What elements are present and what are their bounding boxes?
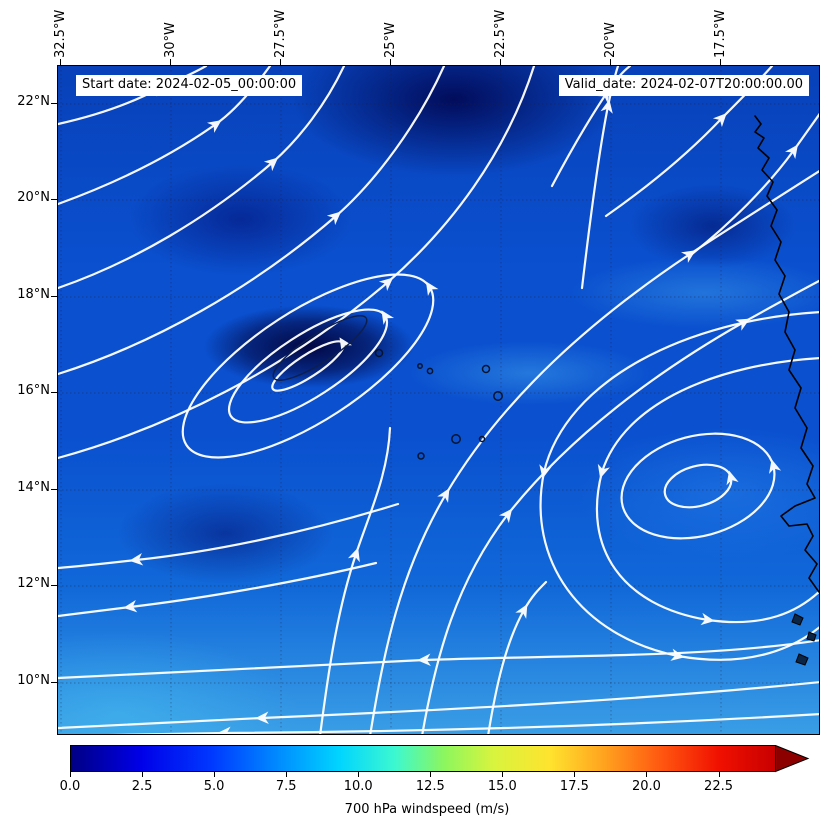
lat-tick-mark — [51, 682, 57, 683]
streamline — [319, 426, 392, 734]
lat-tick-mark — [51, 489, 57, 490]
island-outline — [417, 452, 425, 460]
lon-tick-mark — [280, 59, 281, 65]
lon-tick-mark — [60, 59, 61, 65]
africa-coast — [754, 115, 819, 593]
colorbar-tick-mark — [214, 772, 216, 777]
colorbar-tick-label: 15.0 — [487, 779, 517, 794]
streamline-loop — [663, 463, 739, 509]
lon-tick-mark — [500, 59, 501, 65]
streamline — [550, 66, 632, 188]
lat-tick-label: 18°N — [17, 287, 50, 302]
colorbar-gradient — [70, 744, 810, 773]
colorbar-extend-arrow — [775, 744, 810, 773]
coast-islet — [806, 631, 817, 642]
colorbar-tick-mark — [286, 772, 288, 777]
streamline — [58, 502, 400, 570]
colorbar-tick-mark — [646, 772, 648, 777]
colorbar-tick-label: 0.0 — [59, 779, 81, 794]
colorbar-tick-mark — [502, 772, 504, 777]
streamline — [539, 311, 819, 661]
streamline-loop — [620, 432, 782, 540]
lat-tick-label: 12°N — [17, 576, 50, 591]
lon-tick-label: 30°W — [163, 22, 178, 58]
streamline-loop — [227, 308, 395, 424]
map-overlay-layer — [58, 66, 819, 734]
streamline — [369, 169, 819, 734]
lon-tick-label: 22.5°W — [493, 9, 508, 58]
island-outline — [481, 364, 491, 374]
lat-tick-label: 14°N — [17, 480, 50, 495]
colorbar-tick-mark — [574, 772, 576, 777]
island-outline — [451, 434, 461, 444]
colorbar-tick-mark — [718, 772, 720, 777]
coast-islet — [791, 613, 804, 626]
lon-tick-mark — [610, 59, 611, 65]
streamline — [107, 713, 819, 734]
lon-tick-mark — [170, 59, 171, 65]
lon-tick-label: 27.5°W — [273, 9, 288, 58]
streamline-loop — [271, 337, 353, 392]
streamline — [58, 561, 378, 618]
lon-tick-label: 25°W — [383, 22, 398, 58]
contour-line — [272, 315, 368, 381]
colorbar-tick-label: 2.5 — [131, 779, 153, 794]
lat-tick-mark — [51, 296, 57, 297]
gridlines-layer — [58, 66, 819, 734]
lat-tick-mark — [51, 103, 57, 104]
lon-tick-label: 20°W — [603, 22, 618, 58]
start-date-label: Start date: 2024-02-05_00:00:00 — [76, 75, 303, 96]
colorbar-label: 700 hPa windspeed (m/s) — [344, 802, 510, 817]
colorbar — [70, 744, 815, 773]
lon-tick-label: 32.5°W — [53, 9, 68, 58]
streamline — [58, 66, 446, 376]
lat-tick-label: 20°N — [17, 190, 50, 205]
streamline — [690, 112, 819, 256]
vortex-east — [620, 432, 782, 540]
lat-tick-label: 10°N — [17, 673, 50, 688]
colorbar-tick-mark — [70, 772, 71, 777]
colorbar-tick-label: 7.5 — [275, 779, 297, 794]
colorbar-tick-mark — [430, 772, 432, 777]
streamline — [58, 681, 819, 730]
island-outline — [426, 367, 434, 375]
lat-tick-mark — [51, 199, 57, 200]
lat-tick-label: 22°N — [17, 94, 50, 109]
map-plot-area: Start date: 2024-02-05_00:00:00 Valid_da… — [57, 65, 820, 735]
colorbar-tick-mark — [142, 772, 144, 777]
island-outline — [374, 348, 384, 358]
coastline — [754, 115, 819, 666]
lat-tick-label: 16°N — [17, 383, 50, 398]
coast-islet — [795, 653, 809, 666]
streamline — [58, 66, 346, 290]
island-outline — [493, 391, 503, 401]
colorbar-tick-label: 12.5 — [415, 779, 445, 794]
streamline — [58, 66, 536, 460]
lon-tick-mark — [720, 59, 721, 65]
vortex-west — [181, 273, 439, 459]
lat-tick-mark — [51, 392, 57, 393]
cape-verde-islands — [374, 348, 503, 460]
colorbar-tick-label: 22.5 — [704, 779, 733, 794]
streamline — [421, 279, 819, 734]
streamline-loop — [181, 273, 439, 459]
colorbar-tick-label: 20.0 — [631, 779, 661, 794]
colorbar-tick-mark — [358, 772, 360, 777]
colorbar-bar — [70, 745, 776, 772]
island-outline — [417, 363, 423, 369]
lat-tick-mark — [51, 585, 57, 586]
streamline — [487, 580, 548, 734]
colorbar-tick-label: 5.0 — [203, 779, 225, 794]
streamline — [58, 639, 819, 680]
colorbar-tick-label: 10.0 — [343, 779, 373, 794]
windspeed-contour — [272, 315, 368, 381]
lon-tick-mark — [390, 59, 391, 65]
streamlines-layer — [58, 66, 819, 734]
island-outline — [478, 435, 486, 443]
colorbar-tick-label: 17.5 — [559, 779, 589, 794]
lon-tick-label: 17.5°W — [713, 9, 728, 58]
streamline — [580, 66, 620, 290]
valid-date-label: Valid_date: 2024-02-07T20:00:00.00 — [558, 75, 809, 96]
